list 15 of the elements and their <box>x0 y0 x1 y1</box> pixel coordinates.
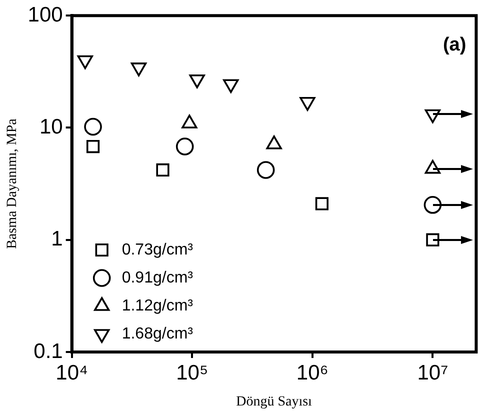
x-tick-label: 10⁴ <box>56 361 88 384</box>
y-tick-label: 1 <box>51 228 63 251</box>
y-tick-label: 0.1 <box>34 340 63 363</box>
text: (a) <box>442 34 466 56</box>
y-tick-label: 10 <box>39 116 63 139</box>
x-tick-label: 10⁵ <box>176 361 208 384</box>
x-tick-label: 10⁷ <box>417 361 448 384</box>
legend-label: 1.68g/cm³ <box>122 325 194 342</box>
legend-label: 0.73g/cm³ <box>122 241 194 258</box>
x-axis-title: Döngü Sayısı <box>236 394 312 410</box>
legend-label: 1.12g/cm³ <box>122 297 194 314</box>
x-tick-label: 10⁶ <box>296 361 328 384</box>
y-tick-label: 100 <box>28 3 63 26</box>
legend-label: 0.91g/cm³ <box>122 269 194 286</box>
y-axis-title: Basma Dayanımı, MPa <box>5 118 20 249</box>
